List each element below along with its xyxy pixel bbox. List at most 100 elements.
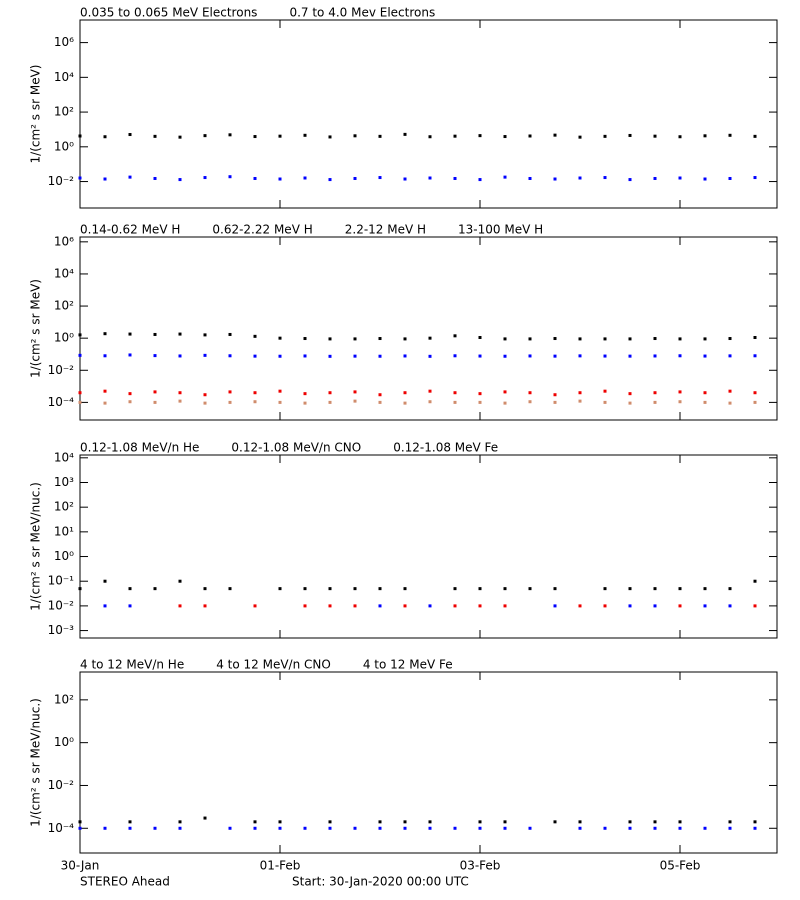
data-point — [753, 336, 757, 340]
y-tick-label: 10⁰ — [54, 735, 74, 749]
data-point — [178, 178, 182, 182]
x-tick-label: 01-Feb — [260, 859, 301, 873]
data-point — [728, 604, 732, 608]
data-point — [753, 826, 757, 830]
data-point — [428, 826, 432, 830]
data-point — [578, 337, 582, 341]
data-point — [728, 176, 732, 180]
data-point — [178, 820, 182, 824]
y-axis-label: 1/(cm² s sr MeV) — [29, 279, 43, 378]
data-point — [378, 393, 382, 397]
data-point — [253, 604, 257, 608]
data-point — [328, 820, 332, 824]
data-point — [403, 820, 407, 824]
data-point — [178, 135, 182, 139]
data-point — [728, 389, 732, 393]
data-point — [203, 176, 207, 180]
data-point — [503, 337, 507, 341]
data-point — [528, 826, 532, 830]
data-point — [678, 176, 682, 180]
data-point — [578, 604, 582, 608]
data-point — [253, 400, 257, 404]
data-point — [503, 820, 507, 824]
data-point — [728, 401, 732, 405]
y-tick-label: 10⁶ — [54, 35, 74, 49]
plot-frame — [79, 454, 778, 639]
data-point — [428, 820, 432, 824]
data-point — [653, 820, 657, 824]
data-point — [203, 353, 207, 357]
y-tick-label: 10⁰ — [54, 549, 74, 563]
data-point — [128, 826, 132, 830]
data-point — [628, 604, 632, 608]
data-point — [103, 389, 107, 393]
data-point — [378, 134, 382, 138]
data-point — [703, 400, 707, 404]
data-point — [128, 133, 132, 137]
data-point — [278, 354, 282, 358]
data-point — [628, 401, 632, 405]
data-point — [703, 604, 707, 608]
data-point — [678, 826, 682, 830]
data-point — [503, 604, 507, 608]
data-point — [753, 400, 757, 404]
data-point — [528, 391, 532, 395]
data-point — [78, 826, 82, 830]
data-point — [753, 176, 757, 180]
legend-entry: 0.12-1.08 MeV Fe — [393, 441, 498, 455]
data-point — [328, 391, 332, 395]
data-point — [378, 587, 382, 591]
y-tick-label: 10⁰ — [54, 331, 74, 345]
data-point — [528, 134, 532, 138]
data-point — [153, 134, 157, 138]
data-point — [203, 393, 207, 397]
legend-entry: 0.12-1.08 MeV/n CNO — [231, 441, 361, 455]
data-point — [528, 400, 532, 404]
legend-entry: 4 to 12 MeV/n CNO — [216, 658, 331, 672]
data-point — [678, 135, 682, 139]
data-point — [353, 176, 357, 180]
data-point — [278, 336, 282, 340]
data-point — [628, 178, 632, 182]
data-point — [478, 604, 482, 608]
data-point — [203, 401, 207, 405]
data-point — [378, 826, 382, 830]
data-point — [603, 400, 607, 404]
data-point — [653, 354, 657, 358]
y-tick-label: 10³ — [54, 475, 74, 489]
data-point — [178, 354, 182, 358]
data-point — [203, 587, 207, 591]
data-point — [653, 587, 657, 591]
data-point — [603, 176, 607, 180]
data-point — [353, 134, 357, 138]
data-point — [78, 820, 82, 824]
data-point — [678, 390, 682, 394]
data-point — [253, 820, 257, 824]
data-point — [603, 337, 607, 341]
data-point — [378, 400, 382, 404]
y-axis-label: 1/(cm² s sr MeV) — [29, 65, 43, 164]
data-point — [128, 400, 132, 404]
data-point — [328, 178, 332, 182]
data-point — [528, 176, 532, 180]
data-point — [578, 826, 582, 830]
data-point — [378, 337, 382, 341]
data-point — [653, 400, 657, 404]
data-point — [453, 391, 457, 395]
data-point — [453, 826, 457, 830]
legend-entry: 0.62-2.22 MeV H — [212, 223, 312, 237]
data-point — [403, 354, 407, 358]
data-point — [128, 175, 132, 179]
data-point — [403, 826, 407, 830]
y-tick-label: 10⁴ — [54, 266, 74, 280]
data-point — [303, 354, 307, 358]
data-point — [253, 354, 257, 358]
data-point — [553, 820, 557, 824]
data-point — [703, 134, 707, 138]
data-point — [453, 400, 457, 404]
data-point — [528, 337, 532, 341]
data-point — [78, 587, 82, 591]
data-point — [703, 354, 707, 358]
data-point — [678, 820, 682, 824]
